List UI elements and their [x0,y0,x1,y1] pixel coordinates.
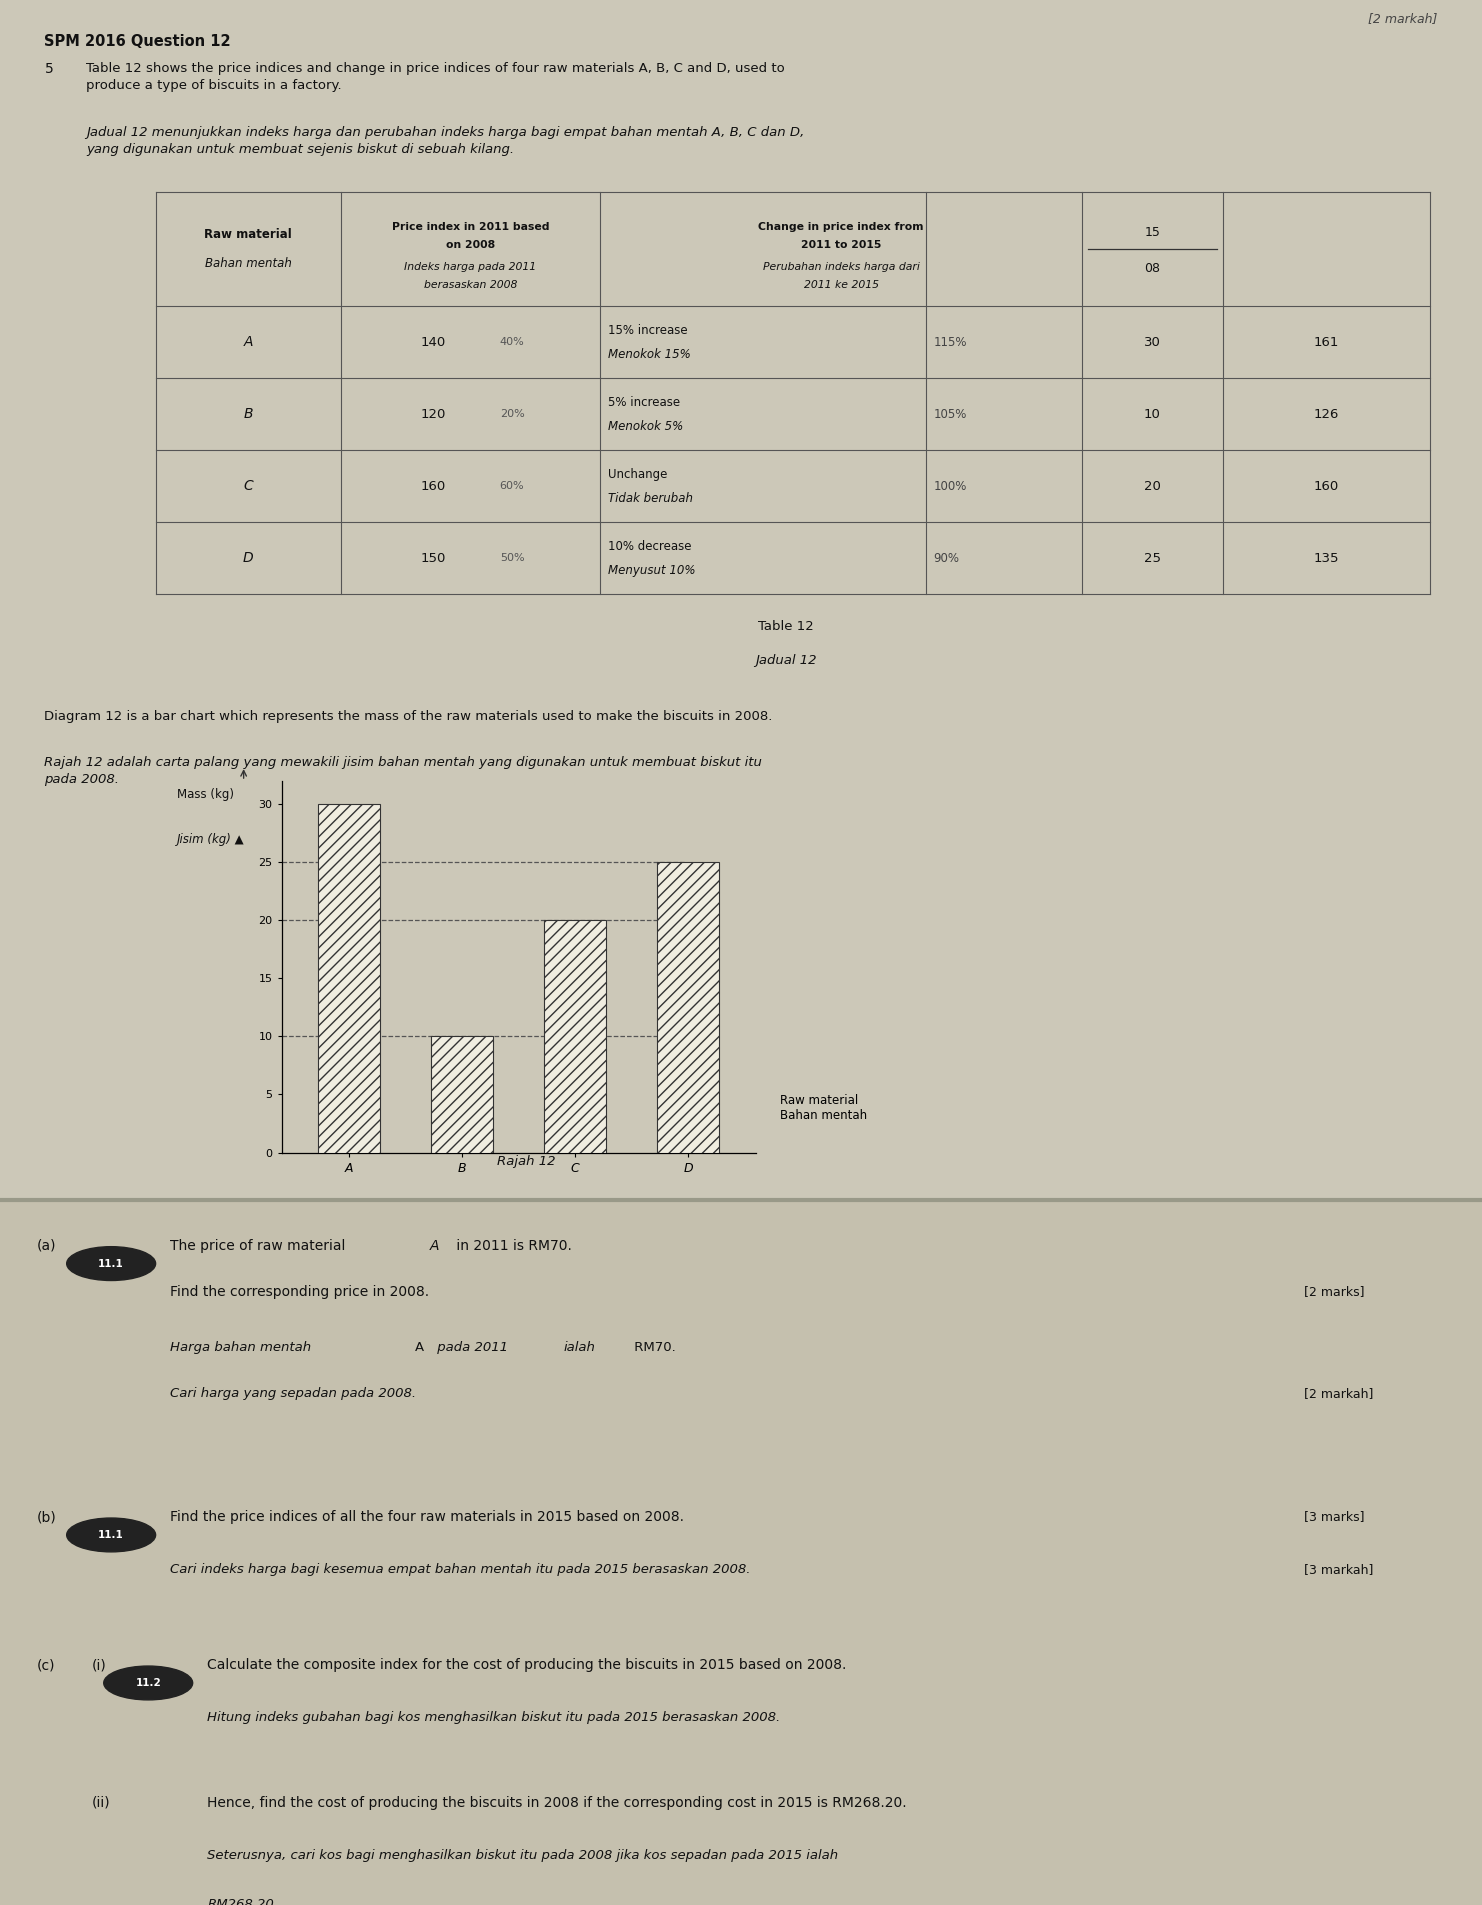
Text: Table 12: Table 12 [757,621,814,634]
Text: (c): (c) [37,1657,55,1673]
Text: B: B [243,408,253,421]
Text: Raw material: Raw material [205,229,292,242]
Text: 5% increase: 5% increase [608,396,680,408]
Text: [2 markah]: [2 markah] [1304,1387,1374,1400]
Text: D: D [243,551,253,566]
Text: 15: 15 [1144,225,1160,238]
Text: Unchange: Unchange [608,467,667,480]
Text: Menokok 15%: Menokok 15% [608,347,691,360]
Text: Bahan mentah: Bahan mentah [205,257,292,271]
Text: Find the price indices of all the four raw materials in 2015 based on 2008.: Find the price indices of all the four r… [170,1511,685,1524]
Text: 140: 140 [421,335,446,349]
Text: 25: 25 [1144,552,1160,564]
Text: 90%: 90% [934,552,960,564]
Text: 150: 150 [421,552,446,564]
Text: Seterusnya, cari kos bagi menghasilkan biskut itu pada 2008 jika kos sepadan pad: Seterusnya, cari kos bagi menghasilkan b… [207,1848,839,1861]
Text: Calculate the composite index for the cost of producing the biscuits in 2015 bas: Calculate the composite index for the co… [207,1657,846,1673]
Text: Find the corresponding price in 2008.: Find the corresponding price in 2008. [170,1284,430,1299]
Text: 11.1: 11.1 [98,1530,124,1539]
Text: Price index in 2011 based: Price index in 2011 based [391,223,550,232]
Text: RM70.: RM70. [630,1341,676,1354]
Text: Jadual 12 menunjukkan indeks harga dan perubahan indeks harga bagi empat bahan m: Jadual 12 menunjukkan indeks harga dan p… [86,126,805,156]
Text: Cari harga yang sepadan pada 2008.: Cari harga yang sepadan pada 2008. [170,1387,416,1400]
Text: Jisim (kg) ▲: Jisim (kg) ▲ [178,832,245,846]
Text: [2 marks]: [2 marks] [1304,1284,1365,1297]
Text: Jadual 12: Jadual 12 [754,653,817,667]
Text: Tidak berubah: Tidak berubah [608,491,692,505]
Text: 120: 120 [421,408,446,421]
Text: A: A [243,335,253,349]
Text: 08: 08 [1144,261,1160,274]
Text: 5: 5 [44,63,53,76]
Text: 11.2: 11.2 [135,1678,162,1688]
Text: 135: 135 [1313,552,1340,564]
Text: 40%: 40% [499,337,525,347]
Text: 126: 126 [1313,408,1340,421]
Text: 15% increase: 15% increase [608,324,688,337]
Text: 20%: 20% [499,410,525,419]
Text: 10: 10 [1144,408,1160,421]
Text: [2 markah]: [2 markah] [1368,11,1438,25]
Text: Menokok 5%: Menokok 5% [608,419,683,432]
Text: 11.1: 11.1 [98,1259,124,1269]
Text: The price of raw material: The price of raw material [170,1238,350,1253]
Text: [3 marks]: [3 marks] [1304,1511,1365,1524]
Text: (b): (b) [37,1511,56,1524]
Text: Menyusut 10%: Menyusut 10% [608,564,695,577]
Text: (i): (i) [92,1657,107,1673]
Text: Change in price index from: Change in price index from [759,223,923,232]
Ellipse shape [67,1246,156,1280]
Text: Hence, find the cost of producing the biscuits in 2008 if the corresponding cost: Hence, find the cost of producing the bi… [207,1796,907,1810]
Text: 160: 160 [421,480,446,493]
Text: Harga bahan mentah: Harga bahan mentah [170,1341,316,1354]
Text: C: C [243,478,253,493]
Text: in 2011 is RM70.: in 2011 is RM70. [452,1238,572,1253]
Text: RM268.20.: RM268.20. [207,1897,279,1905]
Bar [657,863,719,1153]
Text: 161: 161 [1313,335,1340,349]
Bar [319,804,381,1153]
Text: 30: 30 [1144,335,1160,349]
Ellipse shape [67,1518,156,1553]
Text: 50%: 50% [499,552,525,564]
Text: 160: 160 [1313,480,1340,493]
Text: (a): (a) [37,1238,56,1253]
Text: berasaskan 2008: berasaskan 2008 [424,280,517,290]
Text: Rajah 12: Rajah 12 [496,1154,556,1168]
Bar [544,920,606,1153]
Text: 2011 to 2015: 2011 to 2015 [800,240,882,250]
Text: 2011 ke 2015: 2011 ke 2015 [803,280,879,290]
Text: Rajah 12 adalah carta palang yang mewakili jisim bahan mentah yang digunakan unt: Rajah 12 adalah carta palang yang mewaki… [44,756,762,787]
Text: 100%: 100% [934,480,968,493]
Text: Diagram 12: Diagram 12 [488,1118,565,1132]
Text: A: A [430,1238,439,1253]
Text: Table 12 shows the price indices and change in price indices of four raw materia: Table 12 shows the price indices and cha… [86,63,784,93]
Text: Hitung indeks gubahan bagi kos menghasilkan biskut itu pada 2015 berasaskan 2008: Hitung indeks gubahan bagi kos menghasil… [207,1711,781,1724]
Text: on 2008: on 2008 [446,240,495,250]
Text: Raw material
Bahan mentah: Raw material Bahan mentah [780,1093,867,1122]
Text: [3 markah]: [3 markah] [1304,1564,1374,1575]
Text: 60%: 60% [499,482,525,491]
Ellipse shape [104,1667,193,1699]
Text: 105%: 105% [934,408,968,421]
Text: A: A [415,1341,424,1354]
Text: Perubahan indeks harga dari: Perubahan indeks harga dari [763,263,919,272]
Text: Indeks harga pada 2011: Indeks harga pada 2011 [405,263,536,272]
Text: Diagram 12 is a bar chart which represents the mass of the raw materials used to: Diagram 12 is a bar chart which represen… [44,711,772,724]
Bar [431,1036,494,1153]
Text: (ii): (ii) [92,1796,111,1810]
Text: SPM 2016 Question 12: SPM 2016 Question 12 [44,34,231,50]
Text: 115%: 115% [934,335,968,349]
Text: Cari indeks harga bagi kesemua empat bahan mentah itu pada 2015 berasaskan 2008.: Cari indeks harga bagi kesemua empat bah… [170,1564,751,1575]
Text: 20: 20 [1144,480,1160,493]
Text: 10% decrease: 10% decrease [608,539,691,552]
Text: Mass (kg): Mass (kg) [178,789,234,802]
Text: pada 2011: pada 2011 [433,1341,511,1354]
Text: ialah: ialah [563,1341,596,1354]
